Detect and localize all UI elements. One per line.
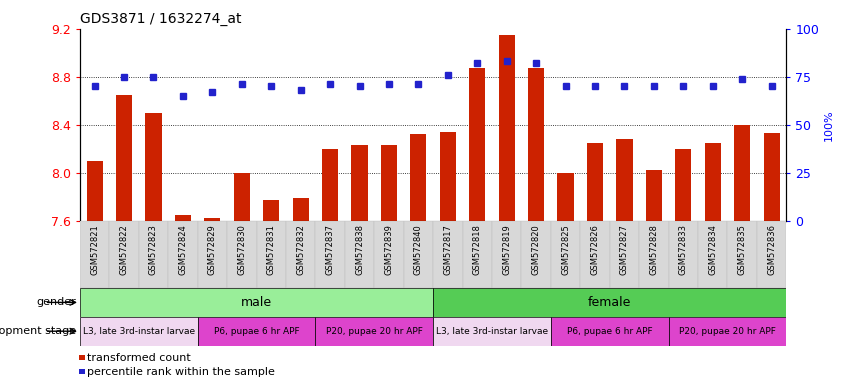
Bar	[463, 221, 492, 288]
Bar	[551, 221, 580, 288]
Bar	[669, 221, 698, 288]
Text: GSM572822: GSM572822	[119, 224, 129, 275]
Bar	[610, 221, 639, 288]
Bar	[80, 221, 109, 288]
Bar	[198, 221, 227, 288]
Text: development stage: development stage	[0, 326, 76, 336]
Bar	[469, 68, 485, 221]
Text: percentile rank within the sample: percentile rank within the sample	[80, 366, 275, 377]
Bar	[587, 143, 603, 221]
Text: L3, late 3rd-instar larvae: L3, late 3rd-instar larvae	[436, 327, 548, 336]
Text: GSM572827: GSM572827	[620, 224, 629, 275]
Text: P6, pupae 6 hr APF: P6, pupae 6 hr APF	[214, 327, 299, 336]
Text: transformed count: transformed count	[80, 353, 191, 363]
Bar	[433, 221, 463, 288]
Text: GSM572837: GSM572837	[325, 224, 335, 275]
Bar	[764, 133, 780, 221]
Text: GSM572832: GSM572832	[296, 224, 305, 275]
Text: P20, pupae 20 hr APF: P20, pupae 20 hr APF	[679, 327, 776, 336]
Bar	[116, 95, 132, 221]
Text: GSM572825: GSM572825	[561, 224, 570, 275]
Text: female: female	[588, 296, 632, 309]
Bar	[492, 221, 521, 288]
Text: GSM572826: GSM572826	[590, 224, 600, 275]
Y-axis label: 100%: 100%	[823, 109, 833, 141]
Bar	[315, 221, 345, 288]
Bar	[734, 125, 750, 221]
Text: GSM572836: GSM572836	[767, 224, 776, 275]
Text: GSM572838: GSM572838	[355, 224, 364, 275]
Bar	[322, 149, 338, 221]
Bar	[315, 317, 433, 346]
Text: GSM572833: GSM572833	[679, 224, 688, 275]
Bar	[433, 288, 786, 317]
Bar	[168, 221, 198, 288]
Bar	[374, 221, 404, 288]
Bar	[87, 161, 103, 221]
Bar	[727, 221, 757, 288]
Bar	[404, 221, 433, 288]
Bar	[551, 317, 669, 346]
Text: GSM572839: GSM572839	[384, 224, 394, 275]
Text: P6, pupae 6 hr APF: P6, pupae 6 hr APF	[567, 327, 653, 336]
Bar	[263, 200, 279, 221]
Bar	[639, 221, 669, 288]
Bar	[80, 288, 433, 317]
Bar	[175, 215, 191, 221]
Text: GSM572820: GSM572820	[532, 224, 541, 275]
Text: GSM572817: GSM572817	[443, 224, 452, 275]
Bar	[198, 317, 315, 346]
Text: GDS3871 / 1632274_at: GDS3871 / 1632274_at	[80, 12, 241, 26]
Bar	[616, 139, 632, 221]
Bar	[145, 113, 161, 221]
Bar	[757, 221, 786, 288]
Text: GSM572818: GSM572818	[473, 224, 482, 275]
Bar	[521, 221, 551, 288]
Bar	[433, 317, 551, 346]
Text: GSM572823: GSM572823	[149, 224, 158, 275]
Bar	[675, 149, 691, 221]
Bar	[352, 145, 368, 221]
Bar	[646, 170, 662, 221]
Text: P20, pupae 20 hr APF: P20, pupae 20 hr APF	[325, 327, 423, 336]
Text: GSM572819: GSM572819	[502, 224, 511, 275]
Text: male: male	[241, 296, 272, 309]
Bar	[286, 221, 315, 288]
Text: GSM572824: GSM572824	[178, 224, 188, 275]
Text: gender: gender	[36, 297, 76, 308]
Bar	[204, 218, 220, 221]
Bar	[705, 143, 721, 221]
Bar	[669, 317, 786, 346]
Text: GSM572835: GSM572835	[738, 224, 747, 275]
Text: GSM572834: GSM572834	[708, 224, 717, 275]
Text: GSM572829: GSM572829	[208, 224, 217, 275]
Bar	[499, 35, 515, 221]
Bar	[139, 221, 168, 288]
Text: GSM572821: GSM572821	[90, 224, 99, 275]
Text: L3, late 3rd-instar larvae: L3, late 3rd-instar larvae	[82, 327, 195, 336]
Bar	[698, 221, 727, 288]
Bar	[345, 221, 374, 288]
Bar	[528, 68, 544, 221]
Bar	[109, 221, 139, 288]
Bar	[234, 173, 250, 221]
Bar	[410, 134, 426, 221]
Bar	[227, 221, 257, 288]
Bar	[293, 198, 309, 221]
Bar	[257, 221, 286, 288]
Text: GSM572840: GSM572840	[414, 224, 423, 275]
Bar	[80, 317, 198, 346]
Text: GSM572828: GSM572828	[649, 224, 659, 275]
Bar	[440, 132, 456, 221]
Text: GSM572830: GSM572830	[237, 224, 246, 275]
Bar	[381, 145, 397, 221]
Bar	[580, 221, 610, 288]
Text: GSM572831: GSM572831	[267, 224, 276, 275]
Bar	[558, 173, 574, 221]
